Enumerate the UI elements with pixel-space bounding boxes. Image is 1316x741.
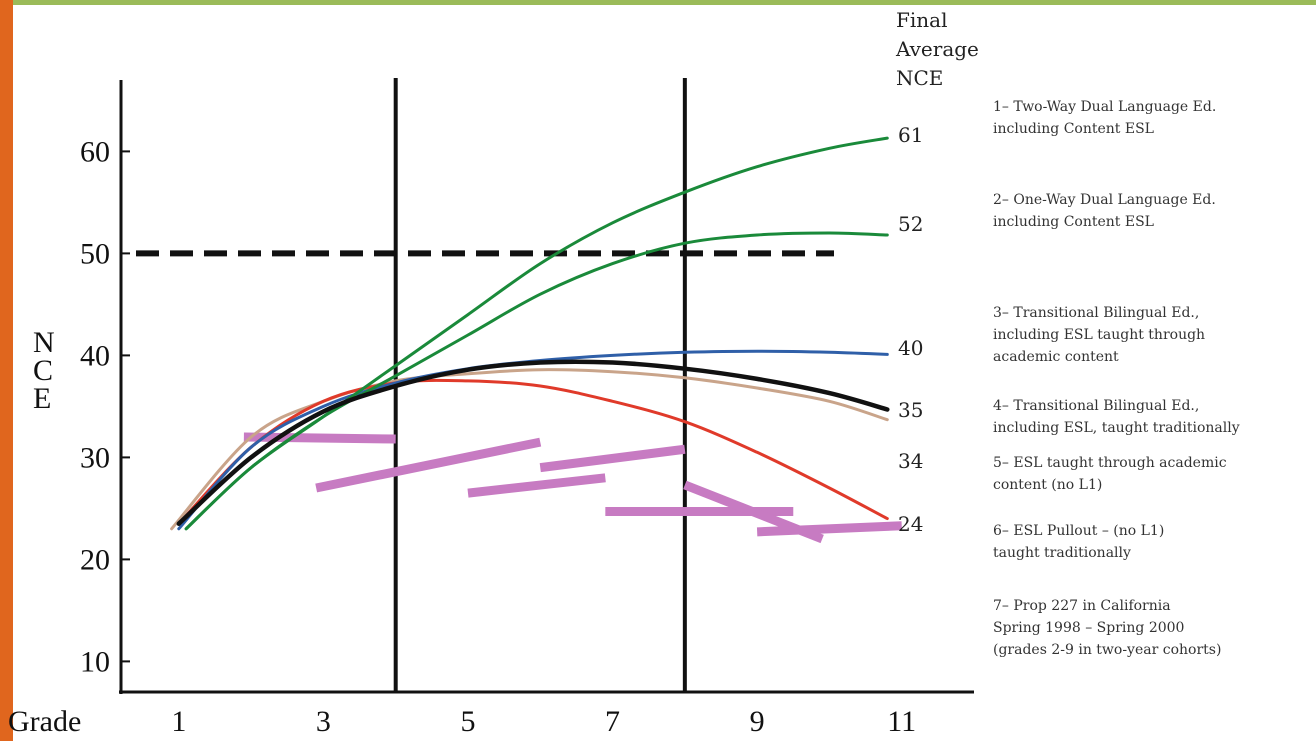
final-value: 52 (898, 212, 924, 236)
legend-item-program_2: 2– One-Way Dual Language Ed. including C… (993, 192, 1216, 230)
series-program_7-segment (315, 437, 542, 493)
left-accent-bar (0, 0, 13, 741)
legend-item-program_4: 4– Transitional Bilingual Ed., including… (993, 398, 1240, 436)
series-program_7-segment (756, 521, 902, 537)
series-program_7-segment (243, 432, 396, 444)
final-value: 34 (898, 449, 924, 473)
y-tick-label: 60 (80, 135, 110, 168)
legend-item-program_6: 6– ESL Pullout – (no L1) taught traditio… (993, 523, 1165, 561)
series-program_7-segment (467, 473, 606, 498)
series-program_2-line (184, 231, 889, 531)
x-tick-label: 3 (316, 705, 331, 738)
legend-item-program_3: 3– Transitional Bilingual Ed., including… (993, 305, 1206, 365)
final-average-header: Final Average NCE (896, 8, 979, 90)
legend-item-program_1: 1– Two-Way Dual Language Ed. including C… (993, 99, 1217, 137)
series-program_6-line (177, 378, 889, 526)
final-value: 40 (898, 336, 924, 360)
legend-item-program_7: 7– Prop 227 in California Spring 1998 – … (993, 598, 1222, 658)
x-tick-label: 1 (171, 705, 186, 738)
y-axis-label-letter: N (33, 326, 55, 359)
series-program_7-segment (539, 444, 686, 473)
y-axis-label-letter: C (33, 354, 53, 387)
x-tick-label: 11 (887, 705, 916, 738)
y-tick-label: 10 (80, 645, 110, 678)
series-program_4-line (170, 368, 889, 531)
y-tick-label: 40 (80, 339, 110, 372)
y-axis-label-letter: E (33, 382, 51, 415)
final-value: 35 (898, 398, 924, 422)
y-tick-label: 20 (80, 543, 110, 576)
y-tick-label: 50 (80, 237, 110, 270)
final-value: 61 (898, 123, 924, 147)
final-value: 24 (898, 512, 924, 536)
top-accent-bar (13, 0, 1316, 5)
legend-item-program_5: 5– ESL taught through academic content (… (993, 455, 1227, 493)
series-program_1-line (184, 136, 889, 531)
x-axis-label: Grade (8, 705, 81, 738)
x-tick-label: 9 (750, 705, 765, 738)
series-program_5-line (176, 359, 890, 526)
series-layer (170, 136, 902, 544)
x-tick-label: 5 (460, 705, 475, 738)
x-tick-label: 7 (605, 705, 620, 738)
y-tick-label: 30 (80, 441, 110, 474)
